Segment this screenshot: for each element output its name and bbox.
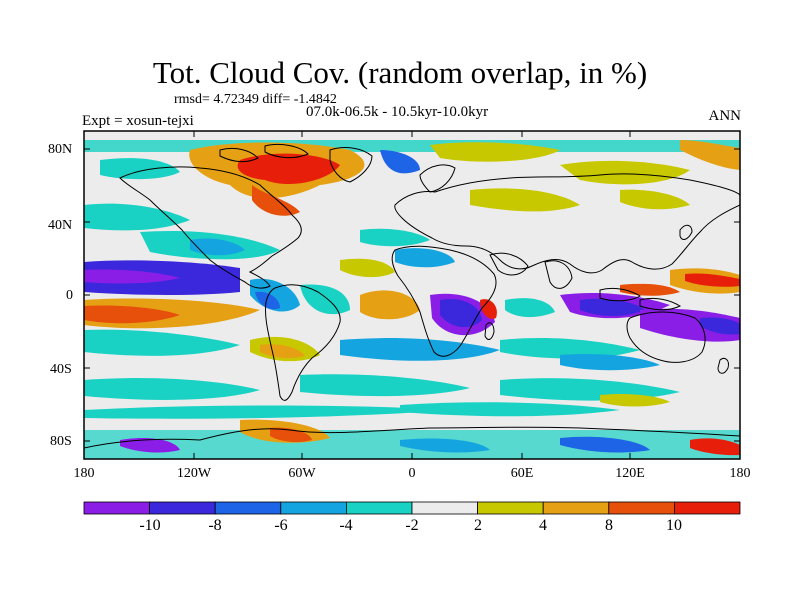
lon-label-0: 0: [408, 466, 416, 481]
colorbar-swatch-2: [149, 501, 216, 515]
lat-label-80s: 80S: [50, 434, 72, 449]
lat-label-40n: 40N: [48, 218, 73, 233]
colorbar-label-8: 8: [605, 517, 613, 534]
axis-ticks: [84, 131, 740, 459]
colorbar-label-6: 2: [474, 517, 482, 534]
colorbar-swatch-10: [674, 501, 741, 515]
lat-label-40s: 40S: [50, 362, 72, 377]
colorbar-swatch-3: [214, 501, 282, 515]
lon-label-120e: 120E: [615, 466, 645, 481]
colorbar-swatch-5: [345, 501, 413, 515]
colorbar-swatch-8: [542, 501, 610, 515]
colorbar-label-5: -2: [405, 517, 419, 534]
colorbar-label-3: -6: [274, 517, 288, 534]
colorbar: [83, 501, 741, 515]
colorbar-swatch-9: [608, 501, 675, 515]
map-title: Tot. Cloud Cov. (random overlap, in %): [152, 55, 648, 90]
colorbar-label-1: -10: [139, 517, 161, 534]
colorbar-swatch-7: [477, 501, 544, 515]
lon-label-180e: 180: [729, 466, 751, 481]
colorbar-swatch-1: [83, 501, 150, 515]
coastlines: [84, 143, 740, 449]
period-label: 07.0k-06.5k - 10.5kyr-10.0kyr: [306, 104, 489, 120]
lat-label-80n: 80N: [48, 142, 73, 157]
lon-label-60e: 60E: [510, 466, 534, 481]
colorbar-swatch-4: [280, 501, 347, 515]
lat-label-eq: 0: [66, 288, 73, 303]
colorbar-label-2: -8: [208, 517, 222, 534]
season-label: ANN: [708, 108, 742, 124]
colorbar-swatch-6: [411, 501, 478, 515]
lon-label-180w: 180: [73, 466, 95, 481]
colorbar-label-4: -4: [339, 517, 353, 534]
contour-field: [84, 131, 740, 459]
colorbar-label-9: 10: [666, 517, 682, 534]
lon-label-120w: 120W: [176, 466, 212, 481]
stats-label: rmsd= 4.72349 diff= -1.4842: [174, 92, 337, 107]
experiment-label: Expt = xosun-tejxi: [82, 113, 194, 129]
colorbar-label-7: 4: [539, 517, 547, 534]
lon-label-60w: 60W: [288, 466, 316, 481]
